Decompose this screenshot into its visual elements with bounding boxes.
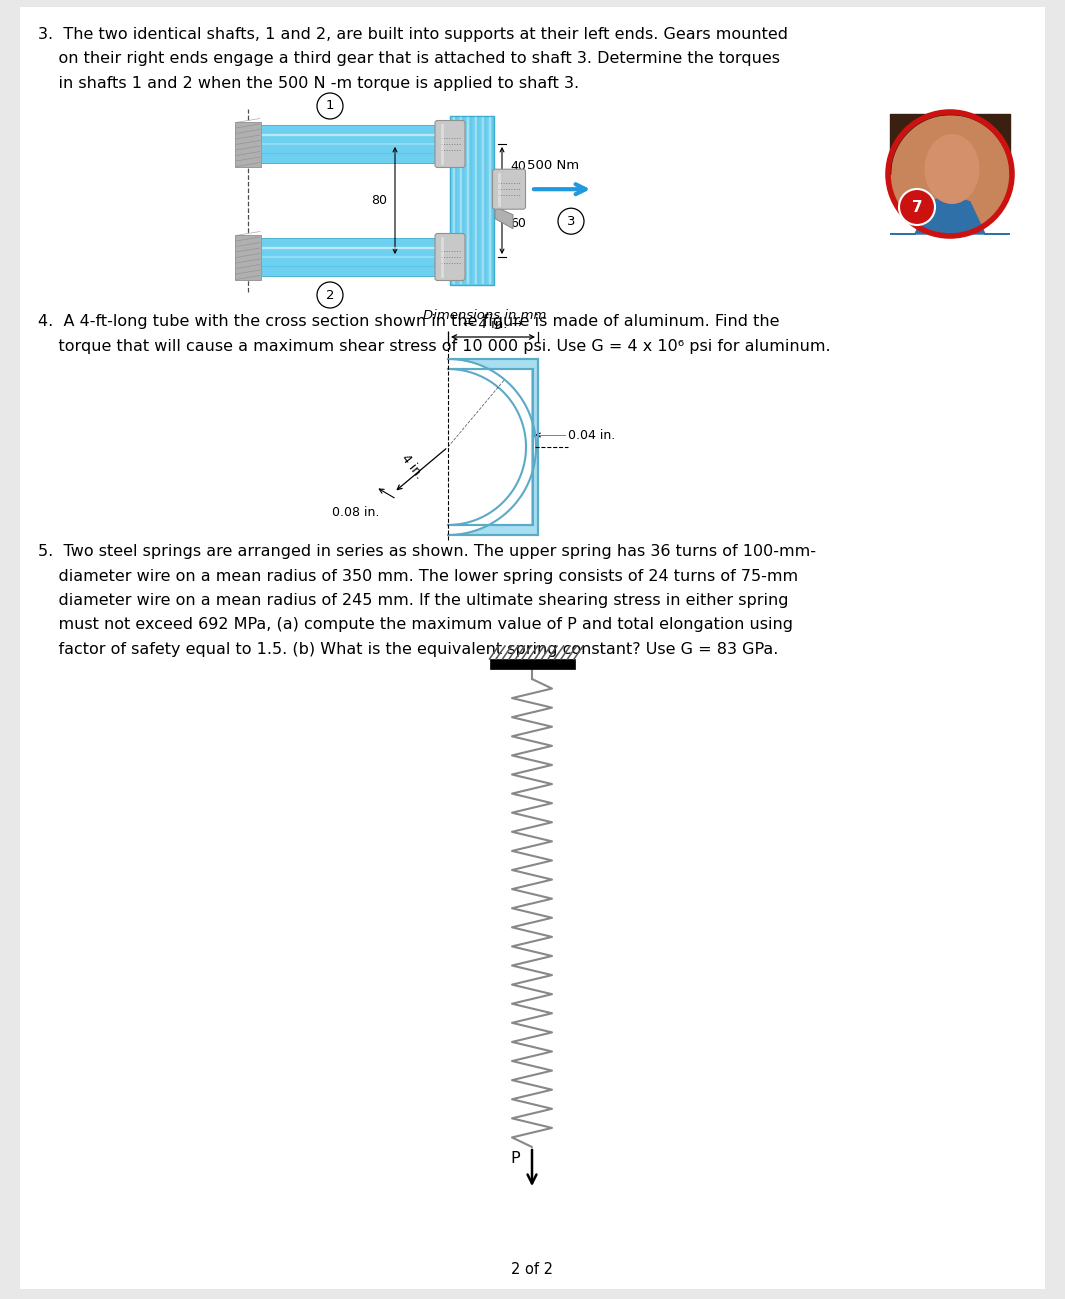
Bar (235, 122, 261, 166)
Text: 40: 40 (510, 160, 526, 173)
Bar (261, 125, 452, 162)
Text: 2: 2 (326, 288, 334, 301)
Text: must not exceed 692 ​MPa​, (a) compute the maximum value of P and total elongati: must not exceed 692 ​MPa​, (a) compute t… (38, 617, 793, 633)
Text: 500 Nm: 500 Nm (527, 160, 579, 173)
Text: 60: 60 (510, 217, 526, 230)
Text: ← 4 in. →: ← 4 in. → (463, 318, 523, 331)
Bar (235, 235, 261, 279)
Text: torque that will cause a maximum shear stress of 10 000 psi. Use G = 4 x 10⁶ psi: torque that will cause a maximum shear s… (38, 339, 831, 353)
Text: 3.  The two identical shafts, 1 and 2, are built into supports at their left end: 3. The two identical shafts, 1 and 2, ar… (38, 27, 788, 42)
Text: 80: 80 (371, 194, 387, 207)
Text: 2 of 2: 2 of 2 (511, 1261, 553, 1277)
Text: Dimensions in mm: Dimensions in mm (423, 309, 546, 322)
Circle shape (558, 208, 584, 234)
Bar (490, 659, 574, 669)
Text: diameter wire on a mean radius of 350 ​mm​. The lower spring consists of 24 turn: diameter wire on a mean radius of 350 ​m… (38, 569, 798, 583)
Text: 7: 7 (912, 200, 922, 214)
Polygon shape (890, 194, 1010, 234)
Text: 3: 3 (567, 214, 575, 227)
Text: in shafts 1 and 2 when the 500 N -m torque is applied to shaft 3.: in shafts 1 and 2 when the 500 N -m torq… (38, 77, 579, 91)
Text: 4 in.: 4 in. (398, 452, 425, 482)
Ellipse shape (924, 134, 980, 204)
Text: 4.  A 4-ft-long tube with the cross section shown in the figure is made of alumi: 4. A 4-ft-long tube with the cross secti… (38, 314, 780, 329)
Text: 5.  Two steel springs are arranged in series as shown. The upper spring has 36 t: 5. Two steel springs are arranged in ser… (38, 544, 816, 559)
Circle shape (317, 94, 343, 120)
Circle shape (899, 188, 935, 225)
Polygon shape (448, 369, 532, 525)
Polygon shape (448, 359, 538, 535)
FancyBboxPatch shape (435, 121, 465, 168)
Polygon shape (495, 207, 513, 229)
FancyBboxPatch shape (435, 234, 465, 281)
Text: 0.04 in.: 0.04 in. (568, 429, 616, 442)
Circle shape (317, 282, 343, 308)
Text: 0.08 in.: 0.08 in. (332, 507, 379, 520)
FancyBboxPatch shape (492, 169, 525, 209)
Text: factor of safety equal to 1.5. (b) What is the equivalent spring constant? Use ​: factor of safety equal to 1.5. (b) What … (38, 642, 779, 657)
Circle shape (890, 114, 1010, 234)
Text: diameter wire on a mean radius of 245 ​mm​. If the ultimate shearing stress in e: diameter wire on a mean radius of 245 ​m… (38, 594, 788, 608)
Text: on their right ends engage a third gear that is attached to shaft 3. Determine t: on their right ends engage a third gear … (38, 52, 780, 66)
Text: P: P (510, 1151, 520, 1167)
Bar (450, 116, 494, 284)
Text: 1: 1 (326, 100, 334, 113)
Bar (261, 238, 452, 275)
